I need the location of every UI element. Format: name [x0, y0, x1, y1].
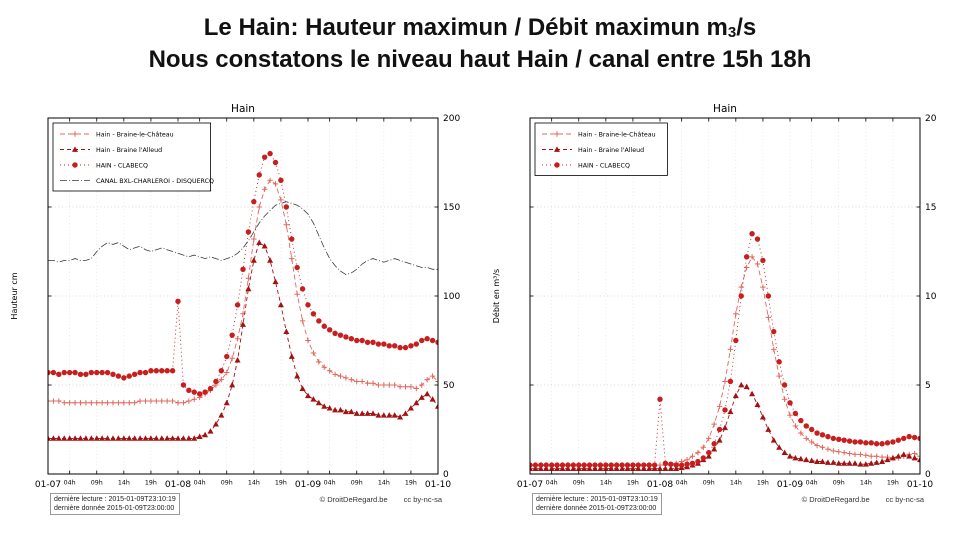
- credit-license: cc by-nc-sa: [403, 495, 442, 504]
- page-title: Le Hain: Hauteur maximun / Débit maximun…: [0, 12, 960, 77]
- svg-text:14h: 14h: [600, 480, 612, 487]
- svg-text:01-09: 01-09: [295, 480, 321, 490]
- svg-text:0: 0: [443, 470, 449, 480]
- svg-text:04h: 04h: [676, 480, 688, 487]
- svg-text:01-10: 01-10: [425, 480, 451, 490]
- svg-text:01-09: 01-09: [777, 480, 803, 490]
- svg-text:01-07: 01-07: [517, 480, 543, 490]
- svg-text:19h: 19h: [757, 480, 769, 487]
- svg-text:Hain: Hain: [231, 103, 255, 115]
- chart-debit: Hain Débit en m³/s 01-07 04h 09h 14h 19h 01-08 0…: [488, 100, 954, 532]
- svg-text:04h: 04h: [64, 480, 76, 487]
- chart-hauteur: Hain Hauteur cm 01-07 04h 09h 14h 19h 01-08 04h 0…: [6, 100, 472, 532]
- svg-text:200: 200: [443, 114, 460, 124]
- svg-text:CANAL BXL-CHARLEROI - DISQUERC: CANAL BXL-CHARLEROI - DISQUERCQ: [96, 178, 214, 185]
- svg-text:50: 50: [443, 381, 455, 391]
- svg-text:Hain: Hain: [713, 103, 737, 115]
- svg-text:14h: 14h: [248, 480, 260, 487]
- credit-site: © DroitDeRegard.be: [801, 495, 870, 504]
- svg-text:Hain - Braine l'Alleud: Hain - Braine l'Alleud: [578, 147, 644, 154]
- svg-text:09h: 09h: [91, 480, 103, 487]
- last-data-label: dernière donnée 2015-01-09T23:00:00: [536, 505, 657, 513]
- title-line1-text: Le Hain: Hauteur maximun / Débit maximun…: [203, 14, 728, 41]
- svg-text:09h: 09h: [573, 480, 585, 487]
- svg-text:04h: 04h: [806, 480, 818, 487]
- svg-text:Hain - Braine-le-Château: Hain - Braine-le-Château: [578, 130, 656, 138]
- svg-text:15: 15: [925, 203, 936, 213]
- last-read-label: dernière lecture : 2015-01-09T23:10:19: [536, 496, 658, 503]
- svg-text:0: 0: [925, 470, 931, 480]
- svg-text:01-07: 01-07: [35, 480, 61, 490]
- svg-text:14h: 14h: [730, 480, 742, 487]
- credit: © DroitDeRegard.be cc by-nc-sa: [802, 493, 924, 504]
- svg-text:04h: 04h: [546, 480, 558, 487]
- svg-text:04h: 04h: [324, 480, 336, 487]
- title-unit-sub3: 3: [727, 24, 737, 41]
- svg-text:19h: 19h: [887, 480, 899, 487]
- chart-footer-left: dernière lecture : 2015-01-09T23:10:19 d…: [50, 493, 442, 516]
- svg-text:09h: 09h: [703, 480, 715, 487]
- svg-text:Débit en m³/s: Débit en m³/s: [491, 269, 501, 323]
- svg-text:01-08: 01-08: [647, 480, 673, 490]
- svg-text:Hauteur cm: Hauteur cm: [10, 272, 19, 319]
- svg-text:01-08: 01-08: [165, 480, 191, 490]
- last-data-label: dernière donnée 2015-01-09T23:00:00: [54, 505, 175, 513]
- svg-text:14h: 14h: [378, 480, 390, 487]
- svg-text:19h: 19h: [275, 480, 287, 487]
- credit: © DroitDeRegard.be cc by-nc-sa: [320, 493, 442, 504]
- svg-text:5: 5: [925, 381, 931, 391]
- svg-text:HAIN - CLABECQ: HAIN - CLABECQ: [578, 162, 630, 169]
- svg-text:19h: 19h: [627, 480, 639, 487]
- svg-text:150: 150: [443, 203, 460, 213]
- last-read-label: dernière lecture : 2015-01-09T23:10:19: [54, 496, 176, 503]
- timestamp-box: dernière lecture : 2015-01-09T23:10:19 d…: [50, 493, 180, 516]
- credit-license: cc by-nc-sa: [885, 495, 924, 504]
- svg-text:20: 20: [925, 114, 937, 124]
- svg-text:19h: 19h: [145, 480, 157, 487]
- page-title-line1: Le Hain: Hauteur maximun / Débit maximun…: [0, 12, 960, 44]
- svg-text:19h: 19h: [405, 480, 417, 487]
- page-title-line2: Nous constatons le niveau haut Hain / ca…: [148, 46, 812, 74]
- svg-text:04h: 04h: [194, 480, 206, 487]
- chart-footer-right: dernière lecture : 2015-01-09T23:10:19 d…: [532, 493, 924, 516]
- svg-text:09h: 09h: [351, 480, 363, 487]
- svg-text:09h: 09h: [833, 480, 845, 487]
- svg-text:10: 10: [925, 292, 937, 302]
- credit-site: © DroitDeRegard.be: [319, 495, 388, 504]
- svg-text:Hain - Braine-le-Château: Hain - Braine-le-Château: [96, 130, 174, 138]
- svg-text:14h: 14h: [118, 480, 130, 487]
- svg-text:100: 100: [443, 292, 460, 302]
- timestamp-box: dernière lecture : 2015-01-09T23:10:19 d…: [532, 493, 662, 516]
- svg-text:09h: 09h: [221, 480, 233, 487]
- svg-text:01-10: 01-10: [907, 480, 933, 490]
- svg-text:Hain - Braine l'Alleud: Hain - Braine l'Alleud: [96, 147, 162, 154]
- svg-text:14h: 14h: [860, 480, 872, 487]
- title-line1-suffix: /s: [736, 14, 757, 41]
- svg-text:HAIN - CLABECQ: HAIN - CLABECQ: [96, 162, 148, 169]
